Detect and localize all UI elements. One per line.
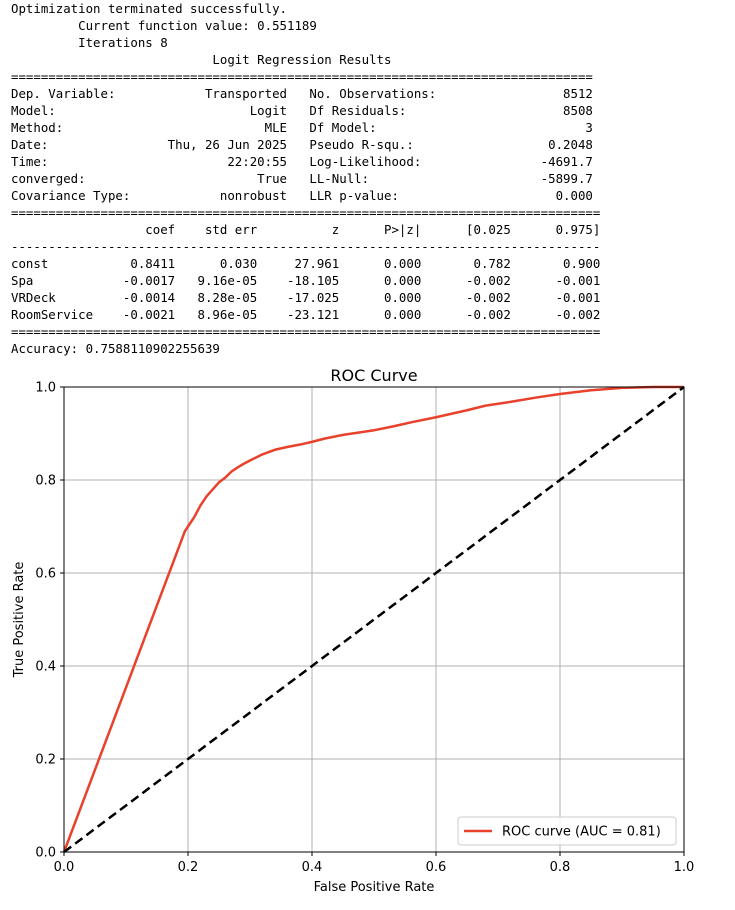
x-tick-label: 1.0	[674, 860, 695, 875]
console-line: Method: MLE Df Model: 3	[11, 120, 593, 135]
y-tick-label: 0.2	[35, 753, 56, 768]
console-line: Time: 22:20:55 Log-Likelihood: -4691.7	[11, 154, 593, 169]
y-tick-label: 0.0	[35, 846, 56, 861]
console-line: Optimization terminated successfully.	[11, 1, 288, 16]
console-line: Accuracy: 0.7588110902255639	[11, 341, 220, 356]
roc-curve-line	[62, 385, 684, 853]
console-line: ========================================…	[11, 324, 601, 339]
y-tick-label: 1.0	[35, 381, 56, 396]
legend-label: ROC curve (AUC = 0.81)	[502, 825, 661, 840]
x-tick-label: 0.6	[426, 860, 447, 875]
console-line: Covariance Type: nonrobust LLR p-value: …	[11, 188, 593, 203]
console-line: RoomService -0.0021 8.96e-05 -23.121 0.0…	[11, 307, 601, 322]
legend-box	[457, 816, 677, 846]
chart-title: ROC Curve	[330, 366, 417, 385]
console-line: Spa -0.0017 9.16e-05 -18.105 0.000 -0.00…	[11, 273, 601, 288]
y-axis-label: True Positive Rate	[12, 562, 27, 679]
console-line: converged: True LL-Null: -5899.7	[11, 171, 593, 186]
plot-frame	[63, 386, 685, 853]
y-tick-label: 0.6	[35, 567, 56, 582]
y-axis-ticks: 0.0 0.2 0.4 0.6 0.8 1.0	[35, 381, 64, 861]
console-line: Date: Thu, 26 Jun 2025 Pseudo R-squ.: 0.…	[11, 137, 593, 152]
x-tick-label: 0.8	[550, 860, 571, 875]
x-tick-label: 0.2	[178, 860, 199, 875]
console-line: ========================================…	[11, 205, 601, 220]
chance-diagonal-line	[63, 386, 685, 853]
regression-output-console: Optimization terminated successfully. Cu…	[11, 0, 600, 357]
console-line: ----------------------------------------…	[11, 239, 601, 254]
x-axis-ticks: 0.0 0.2 0.4 0.6 0.8 1.0	[54, 852, 695, 875]
console-line: VRDeck -0.0014 8.28e-05 -17.025 0.000 -0…	[11, 290, 601, 305]
console-line: Logit Regression Results	[11, 52, 392, 67]
y-tick-label: 0.8	[35, 474, 56, 489]
x-axis-label: False Positive Rate	[314, 880, 435, 895]
console-line: const 0.8411 0.030 27.961 0.000 0.782 0.…	[11, 256, 601, 271]
console-line: ========================================…	[11, 69, 593, 84]
console-line: Current function value: 0.551189	[11, 18, 317, 33]
roc-chart: ROC Curve 0.0 0.2 0.4 0.6 0.8 1.0 0.00.20.40.…	[12, 366, 695, 895]
console-line: Dep. Variable: Transported No. Observati…	[11, 86, 593, 101]
legend: ROC curve (AUC = 0.81)	[457, 816, 677, 846]
console-line: Iterations 8	[11, 35, 168, 50]
series-layer	[62, 385, 685, 853]
console-line: Model: Logit Df Residuals: 8508	[11, 103, 593, 118]
y-tick-label: 0.4	[35, 660, 56, 675]
console-line: coef std err z P>|z| [0.025 0.975]	[11, 222, 601, 237]
x-tick-label: 0.0	[54, 860, 75, 875]
x-tick-label: 0.4	[302, 860, 323, 875]
